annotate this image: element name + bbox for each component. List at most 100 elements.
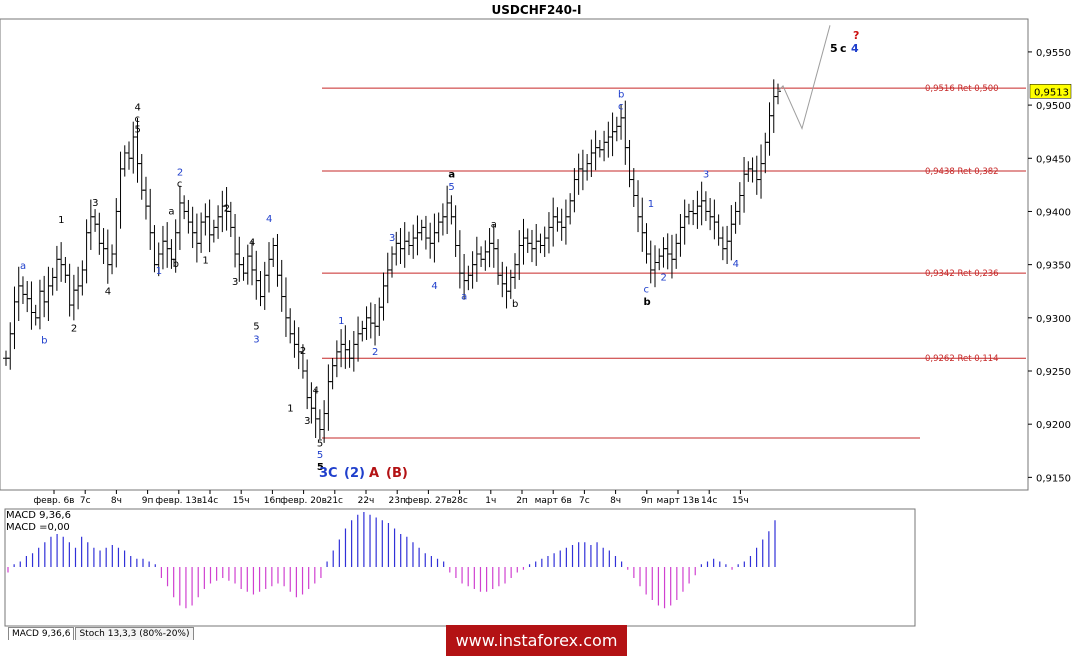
- wave-label: 5: [317, 462, 324, 473]
- bottom-wave-label: A: [369, 466, 379, 481]
- time-tick-label: 14с: [202, 496, 218, 506]
- wave-label: b: [618, 90, 624, 101]
- current-price-box: [1029, 84, 1072, 99]
- price-tick-label: 0,9450: [1036, 154, 1071, 165]
- time-tick-label: 8ч: [111, 496, 122, 506]
- wave-label: a: [168, 207, 174, 218]
- wave-label: 4: [105, 286, 111, 297]
- wave-label: 2: [372, 347, 378, 358]
- wave-label: 3: [703, 169, 709, 180]
- watermark[interactable]: www.instaforex.com: [446, 625, 627, 656]
- price-bars: [3, 79, 781, 443]
- wave-label: 4: [266, 214, 272, 225]
- price-tick-label: 0,9150: [1036, 473, 1071, 484]
- wave-label: c: [134, 114, 140, 125]
- time-tick-label: февр. 27в: [405, 496, 452, 506]
- wave-label: b: [41, 335, 47, 346]
- wave-label: a: [461, 292, 467, 303]
- fib-label: 0,9438 Ret 0,382: [925, 167, 999, 177]
- bottom-wave-label: 3: [319, 466, 328, 481]
- price-tick-label: 0,9500: [1036, 101, 1071, 112]
- header-wave-label: c: [840, 42, 847, 55]
- time-tick-label: 9п: [641, 496, 653, 506]
- wave-label: 2: [177, 167, 183, 178]
- macd-value: MACD =0,00: [6, 522, 70, 533]
- macd-panel-frame: [4, 508, 916, 627]
- wave-label: 4: [313, 385, 319, 396]
- price-tick-label: 0,9300: [1036, 314, 1071, 325]
- wave-label: 5: [448, 182, 454, 193]
- time-axis: февр. 6в 7с 8ч 9п февр. 13в 14с 15ч 16п февр. 20…: [33, 490, 749, 506]
- wave-label: b: [173, 259, 179, 270]
- indicator-tabs: MACD 9,36,6 Stoch 13,3,3 (80%-20%): [8, 627, 195, 640]
- wave-label: 1: [648, 199, 654, 210]
- tab-macd[interactable]: MACD 9,36,6: [8, 627, 75, 640]
- time-tick-label: 2п: [516, 496, 528, 506]
- wave-label: a: [491, 219, 497, 230]
- time-tick-label: 23п: [389, 496, 406, 506]
- time-tick-label: 21с: [327, 496, 343, 506]
- wave-label: 1: [156, 266, 162, 277]
- bottom-wave-label: (B): [386, 466, 408, 481]
- wave-label: b: [644, 297, 651, 308]
- macd-title: MACD 9,36,6: [6, 510, 71, 521]
- price-tick-label: 0,9200: [1036, 420, 1071, 431]
- time-tick-label: 1ч: [485, 496, 496, 506]
- price-axis: 0,9550 0,9500 0,9450 0,9400 0,9350 0,9300 0,92…: [1027, 19, 1072, 490]
- wave-label: 1: [58, 215, 64, 226]
- wave-label: 3: [253, 334, 259, 345]
- wave-label: c: [177, 179, 183, 190]
- wave-label: 1: [287, 403, 293, 414]
- time-tick-label: 22ч: [358, 496, 375, 506]
- wave-label: 2: [71, 324, 77, 335]
- wave-label: 2: [660, 273, 666, 284]
- time-tick-label: 14с: [701, 496, 717, 506]
- wave-label: 3: [232, 277, 238, 288]
- header-wave-label: 4: [851, 42, 859, 55]
- wave-label: 3: [304, 416, 310, 427]
- wave-label: 1: [338, 316, 344, 327]
- macd-histogram: [7, 512, 776, 609]
- price-tick-label: 0,9550: [1036, 48, 1071, 59]
- wave-label: a: [20, 261, 26, 272]
- wave-label: 5: [134, 125, 140, 136]
- chart-title: USDCHF240-I: [491, 3, 582, 17]
- forecast-line: [777, 25, 831, 130]
- fib-label: 0,9342 Ret 0,236: [925, 269, 999, 279]
- time-tick-label: 15ч: [732, 496, 749, 506]
- wave-label: b: [512, 299, 518, 310]
- fib-lines: 0,9516 Ret 0,500 0,9438 Ret 0,382 0,9342 R…: [322, 84, 1026, 439]
- time-tick-label: 9п: [142, 496, 154, 506]
- time-tick-label: 16п: [264, 496, 281, 506]
- wave-label: 2: [300, 346, 306, 357]
- wave-label: 4: [134, 102, 140, 113]
- tab-stoch[interactable]: Stoch 13,3,3 (80%-20%): [75, 627, 194, 640]
- wave-label: 3: [92, 198, 98, 209]
- time-tick-label: февр. 13в: [155, 496, 202, 506]
- time-tick-label: февр. 6в: [33, 496, 74, 506]
- wave-label: 4: [431, 281, 437, 292]
- wave-label: 5: [253, 322, 259, 333]
- header-wave-label: ?: [853, 29, 859, 42]
- time-tick-label: 8ч: [610, 496, 621, 506]
- fib-label: 0,9516 Ret 0,500: [925, 84, 999, 94]
- wave-label: 5: [317, 439, 323, 450]
- time-tick-label: 7с: [579, 496, 590, 506]
- price-tick-label: 0,9350: [1036, 261, 1071, 272]
- header-wave-label: 5: [830, 42, 838, 55]
- wave-label: 3: [389, 233, 395, 244]
- forecast-path: 5 c 4?: [777, 25, 859, 130]
- wave-label: 2: [224, 203, 230, 214]
- time-tick-label: 28с: [451, 496, 467, 506]
- wave-label: 4: [249, 237, 255, 248]
- time-tick-label: март 6в: [535, 496, 572, 506]
- time-tick-label: 7с: [80, 496, 91, 506]
- macd-value-text: MACD =0,00: [6, 522, 70, 533]
- wave-label: 1: [202, 256, 208, 267]
- time-tick-label: февр. 20в: [280, 496, 327, 506]
- bottom-wave-label: C: [328, 466, 338, 481]
- wave-label: 4: [733, 259, 739, 270]
- time-tick-label: март 13в: [657, 496, 700, 506]
